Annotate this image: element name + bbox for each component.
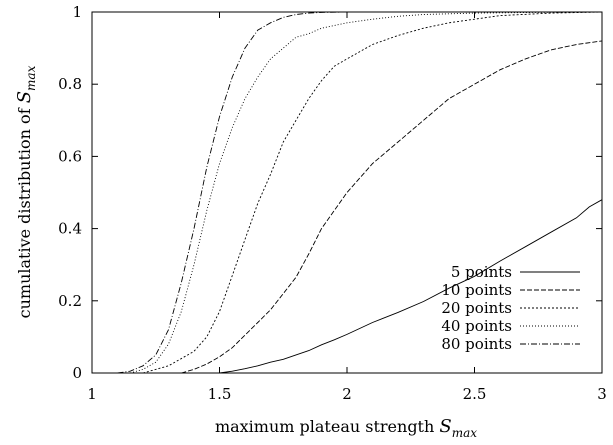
y-axis: 0 0.2 0.4 0.6 0.8 1 [58, 3, 602, 382]
y-tick-label: 0.2 [58, 292, 82, 310]
series-line-5-points [219, 199, 603, 374]
x-axis-label-text: maximum plateau strength [215, 417, 434, 436]
x-axis-label: maximum plateau strength Smax [215, 416, 477, 440]
legend-label: 80 points [441, 335, 512, 353]
x-axis: 1 1.5 2 2.5 3 [87, 12, 607, 403]
x-tick-label: 1 [87, 385, 97, 403]
x-tick-label: 2.5 [463, 385, 487, 403]
x-tick-label: 1.5 [208, 385, 232, 403]
series-line-80-points [117, 11, 424, 374]
y-axis-label-symbol: S [14, 91, 35, 103]
series-line-20-points [142, 11, 603, 374]
x-axis-label-symbol: S [439, 416, 451, 437]
legend-label: 40 points [441, 317, 512, 335]
y-axis-label-text: cumulative distribution of [15, 107, 34, 318]
x-tick-label: 2 [342, 385, 352, 403]
legend-label: 20 points [441, 299, 512, 317]
y-tick-label: 0 [72, 364, 82, 382]
x-tick-label: 3 [597, 385, 607, 403]
series-line-40-points [130, 11, 603, 374]
y-tick-label: 0.8 [58, 75, 82, 93]
series-line-10-points [181, 40, 603, 374]
y-tick-label: 0.6 [58, 147, 82, 165]
x-axis-label-subscript: max [452, 426, 478, 440]
data-series [117, 11, 603, 374]
y-tick-label: 0.4 [58, 220, 82, 238]
legend-label: 5 points [451, 263, 512, 281]
legend-label: 10 points [441, 281, 512, 299]
y-axis-label-subscript: max [24, 65, 38, 91]
plot-frame [91, 11, 603, 374]
y-tick-label: 1 [72, 3, 82, 21]
y-axis-label: cumulative distribution of Smax [14, 65, 38, 318]
